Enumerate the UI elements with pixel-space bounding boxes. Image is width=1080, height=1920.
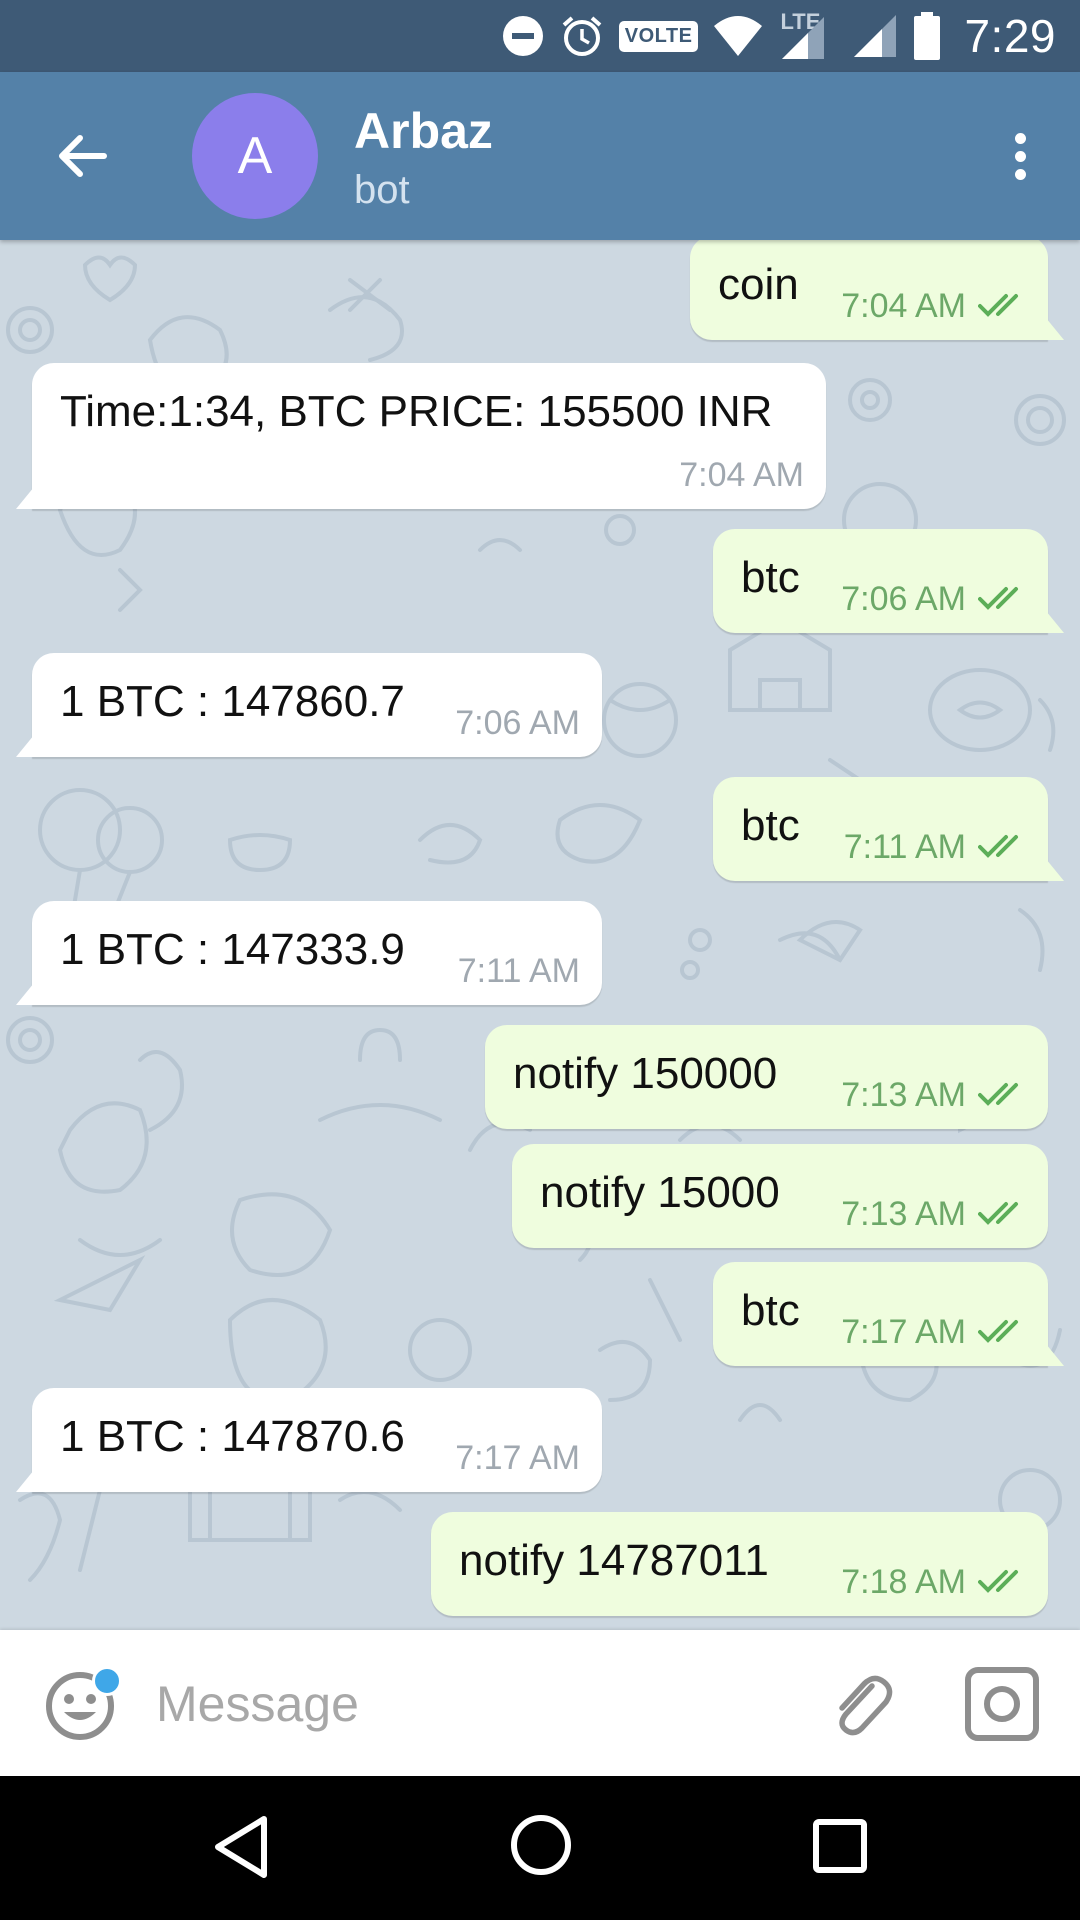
message-list[interactable]: coin 7:04 AM Time:1:34, BTC PRICE: 15550…: [0, 240, 1080, 1630]
double-check-icon: [978, 1320, 1018, 1343]
message-bubble-incoming[interactable]: 1 BTC : 147860.7 7:06 AM: [16, 653, 602, 757]
double-check-icon: [978, 1083, 1018, 1106]
wifi-icon: [714, 16, 763, 56]
avatar[interactable]: A: [192, 93, 318, 219]
message-text: btc: [741, 801, 800, 850]
message-text: btc: [741, 1286, 800, 1335]
message-time: 7:13 AM: [841, 1076, 966, 1114]
message-bubble-incoming[interactable]: Time:1:34, BTC PRICE: 155500 INR 7:04 AM: [16, 363, 826, 509]
camera-icon[interactable]: [964, 1666, 1040, 1742]
message-bubble-outgoing[interactable]: notify 150000 7:13 AM: [485, 1025, 1048, 1129]
battery-icon: [914, 12, 941, 60]
alarm-icon: [562, 16, 602, 56]
message-text: btc: [741, 553, 800, 602]
message-time: 7:13 AM: [841, 1195, 966, 1233]
message-time: 7:06 AM: [841, 580, 966, 618]
double-check-icon: [978, 294, 1018, 317]
message-bubble-outgoing[interactable]: btc 7:06 AM: [713, 529, 1064, 633]
double-check-icon: [978, 1202, 1018, 1225]
arrow-back-icon[interactable]: [50, 124, 114, 188]
double-check-icon: [978, 835, 1018, 858]
lte-signal-icon: LTE: [778, 9, 838, 61]
message-input[interactable]: [156, 1666, 796, 1742]
menu-dot: [1014, 150, 1026, 162]
volte-icon: VOLTE: [618, 20, 699, 52]
menu-dot: [1014, 132, 1026, 144]
more-vert-icon[interactable]: [990, 122, 1050, 190]
message-time: 7:18 AM: [841, 1563, 966, 1601]
notification-badge: [92, 1666, 122, 1696]
message-composer: [0, 1630, 1080, 1776]
message-bubble-incoming[interactable]: 1 BTC : 147870.6 7:17 AM: [16, 1388, 602, 1492]
message-text: coin: [718, 260, 799, 309]
message-bubble-outgoing[interactable]: notify 15000 7:13 AM: [512, 1144, 1048, 1248]
message-bubble-outgoing[interactable]: btc 7:11 AM: [713, 777, 1064, 881]
status-bar: VOLTE LTE 7:29: [0, 0, 1080, 72]
message-bubble-outgoing[interactable]: notify 14787011 7:18 AM: [431, 1512, 1048, 1616]
message-time: 7:11 AM: [843, 828, 966, 866]
nav-recents-icon[interactable]: [812, 1818, 868, 1874]
chat-subtitle: bot: [354, 168, 410, 212]
message-text: notify 15000: [540, 1168, 780, 1217]
double-check-icon: [978, 1570, 1018, 1593]
double-check-icon: [978, 587, 1018, 610]
message-time: 7:04 AM: [679, 456, 804, 494]
chat-title[interactable]: Arbaz: [354, 103, 493, 159]
message-text: notify 14787011: [459, 1536, 769, 1585]
message-time: 7:17 AM: [841, 1313, 966, 1351]
message-time: 7:04 AM: [841, 287, 966, 325]
avatar-letter: A: [237, 127, 273, 185]
message-text: 1 BTC : 147333.9: [60, 925, 405, 974]
emoji-icon[interactable]: [44, 1670, 116, 1742]
message-time: 7:06 AM: [455, 704, 580, 742]
message-text: notify 150000: [513, 1049, 778, 1098]
system-nav-bar: [0, 1776, 1080, 1920]
paperclip-icon[interactable]: [826, 1668, 898, 1740]
message-bubble-outgoing[interactable]: coin 7:04 AM: [690, 240, 1064, 340]
nav-back-icon[interactable]: [212, 1814, 270, 1880]
message-bubble-incoming[interactable]: 1 BTC : 147333.9 7:11 AM: [16, 901, 602, 1005]
menu-dot: [1014, 168, 1026, 180]
status-time: 7:29: [964, 10, 1056, 62]
message-text: 1 BTC : 147860.7: [60, 677, 405, 726]
nav-home-icon[interactable]: [510, 1814, 572, 1876]
message-text: 1 BTC : 147870.6: [60, 1412, 405, 1461]
signal-icon: [854, 15, 897, 57]
chat-header: A Arbaz bot: [0, 72, 1080, 240]
dnd-icon: [502, 16, 543, 56]
message-time: 7:11 AM: [457, 952, 580, 990]
message-time: 7:17 AM: [455, 1439, 580, 1477]
message-bubble-outgoing[interactable]: btc 7:17 AM: [713, 1262, 1064, 1366]
message-text: Time:1:34, BTC PRICE: 155500 INR: [60, 387, 773, 436]
status-icons: VOLTE LTE 7:29: [501, 0, 1056, 72]
